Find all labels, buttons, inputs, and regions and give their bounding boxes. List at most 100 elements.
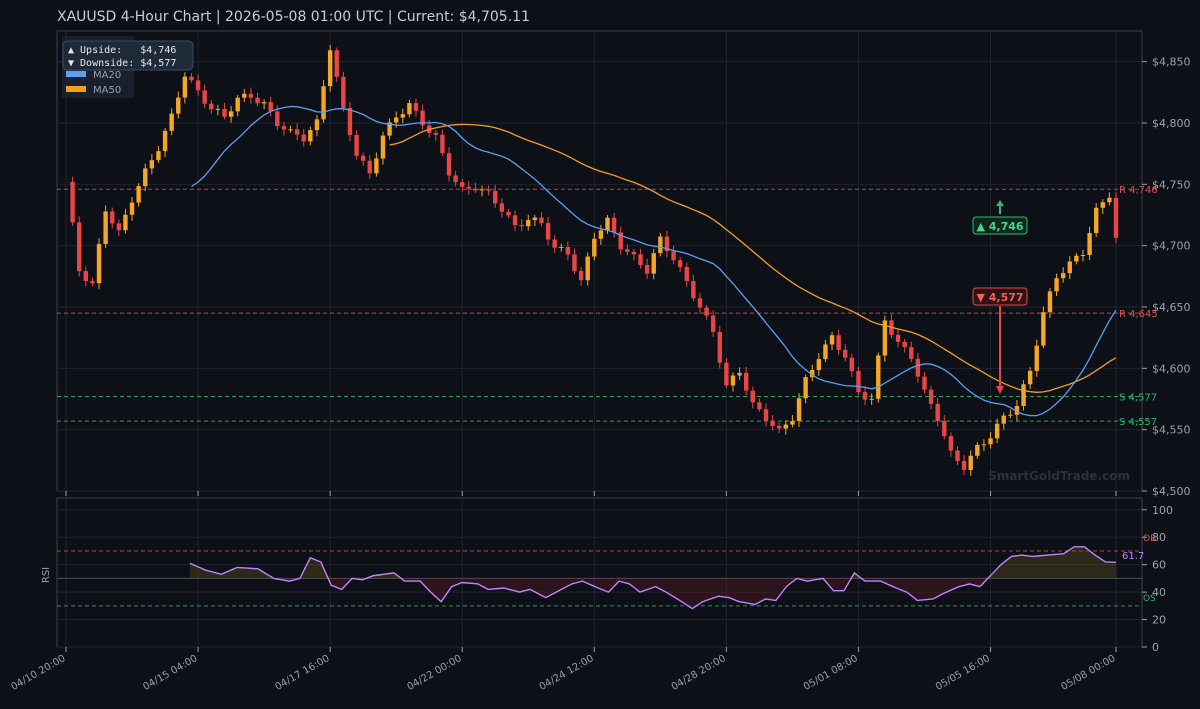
candle-body	[499, 203, 505, 212]
ma20-line	[191, 105, 1117, 417]
candle-body	[136, 186, 141, 203]
candle-body	[281, 126, 287, 130]
candle-body	[1067, 261, 1072, 274]
candle-body	[479, 189, 485, 191]
candle-body	[644, 264, 650, 274]
candle-body	[810, 369, 815, 378]
candle-body	[981, 444, 987, 446]
candle-body	[671, 251, 676, 261]
candle-body	[988, 438, 993, 445]
candle-body	[1021, 384, 1026, 407]
candle-body	[110, 211, 115, 224]
candle-body	[413, 103, 419, 111]
candles	[70, 44, 1119, 476]
candle-body	[407, 103, 412, 115]
candle-body	[942, 420, 947, 437]
candle-body	[717, 331, 722, 363]
candle-body	[1087, 232, 1092, 255]
price-y-tick-label: $4,650	[1152, 301, 1191, 314]
info-box-bg	[62, 40, 194, 71]
candle-body	[902, 341, 907, 348]
candle-body	[618, 232, 623, 250]
candle-body	[400, 114, 405, 118]
candle-body	[605, 217, 610, 231]
candle-body	[829, 335, 835, 345]
candle-body	[928, 389, 934, 404]
candle-body	[519, 225, 524, 227]
candle-body	[347, 107, 353, 135]
candle-body	[1047, 291, 1053, 313]
candle-body	[380, 135, 386, 159]
price-y-tick-label: $4,750	[1152, 178, 1191, 191]
candle-body	[658, 236, 663, 254]
candle-body	[308, 130, 313, 142]
candle-body	[473, 188, 478, 191]
legend-swatch-ma50	[66, 86, 86, 92]
candle-body	[816, 359, 822, 370]
candle-body	[189, 76, 194, 81]
candle-body	[968, 455, 973, 470]
candle-body	[209, 103, 214, 110]
candle-body	[367, 160, 372, 174]
candle-body	[532, 217, 538, 221]
candle-body	[625, 249, 630, 252]
candle-body	[730, 375, 736, 386]
candle-body	[255, 97, 260, 104]
candle-body	[697, 298, 703, 308]
candle-body	[261, 102, 267, 104]
chart-title: XAUUSD 4-Hour Chart | 2026-05-08 01:00 U…	[57, 9, 530, 25]
candle-body	[757, 402, 762, 410]
rsi-fill-below	[190, 578, 1116, 609]
candle-body	[321, 86, 326, 120]
level-label-resistance: R 4,746	[1119, 185, 1158, 196]
candle-body	[994, 423, 1000, 439]
candle-body	[526, 220, 531, 227]
candle-body	[1041, 312, 1046, 346]
candle-body	[922, 376, 927, 390]
candle-body	[565, 247, 571, 255]
candle-body	[460, 182, 465, 187]
candle-body	[248, 93, 254, 98]
candle-body	[512, 215, 518, 226]
candle-body	[592, 238, 597, 257]
annotations: ▲ 4,746 ▼ 4,577	[972, 200, 1028, 394]
rsi-ob-label: OB	[1143, 534, 1156, 544]
candle-body	[393, 117, 399, 123]
candle-body	[572, 254, 577, 271]
rsi-os-label: OS	[1143, 594, 1156, 604]
candle-body	[1074, 255, 1079, 262]
candle-body	[909, 347, 914, 359]
candle-body	[843, 349, 848, 358]
candle-body	[169, 113, 174, 131]
candle-body	[803, 377, 808, 399]
level-label-support: S 4,557	[1119, 417, 1157, 428]
candle-body	[684, 267, 689, 281]
rsi-y-tick-label: 20	[1152, 614, 1166, 627]
candle-body	[743, 372, 749, 391]
downside-badge	[972, 287, 1028, 306]
price-panel	[56, 30, 1143, 492]
candle-body	[1001, 415, 1006, 424]
candle-body	[1093, 207, 1099, 233]
rsi-last-value: 61.7	[1122, 551, 1144, 562]
upside-arrow-head	[996, 200, 1004, 206]
candle-body	[961, 460, 967, 470]
level-lines: R 4,746 R 4,645 S 4,577 S 4,557	[57, 185, 1158, 428]
rsi-fill-above	[190, 546, 1116, 579]
candle-body	[631, 251, 637, 255]
candle-body	[790, 421, 795, 425]
candle-body	[1027, 370, 1033, 385]
price-grid	[57, 31, 1142, 492]
candle-body	[275, 111, 280, 127]
candle-body	[823, 344, 828, 360]
candle-body	[710, 315, 716, 332]
rsi-axis-label: RSI	[41, 567, 52, 583]
candle-body	[433, 132, 439, 135]
candle-body	[836, 335, 841, 350]
candle-body	[856, 370, 861, 393]
candle-body	[955, 450, 960, 461]
candle-body	[611, 217, 617, 233]
candle-body	[96, 243, 102, 284]
candle-body	[638, 254, 643, 265]
candle-body	[486, 189, 491, 191]
